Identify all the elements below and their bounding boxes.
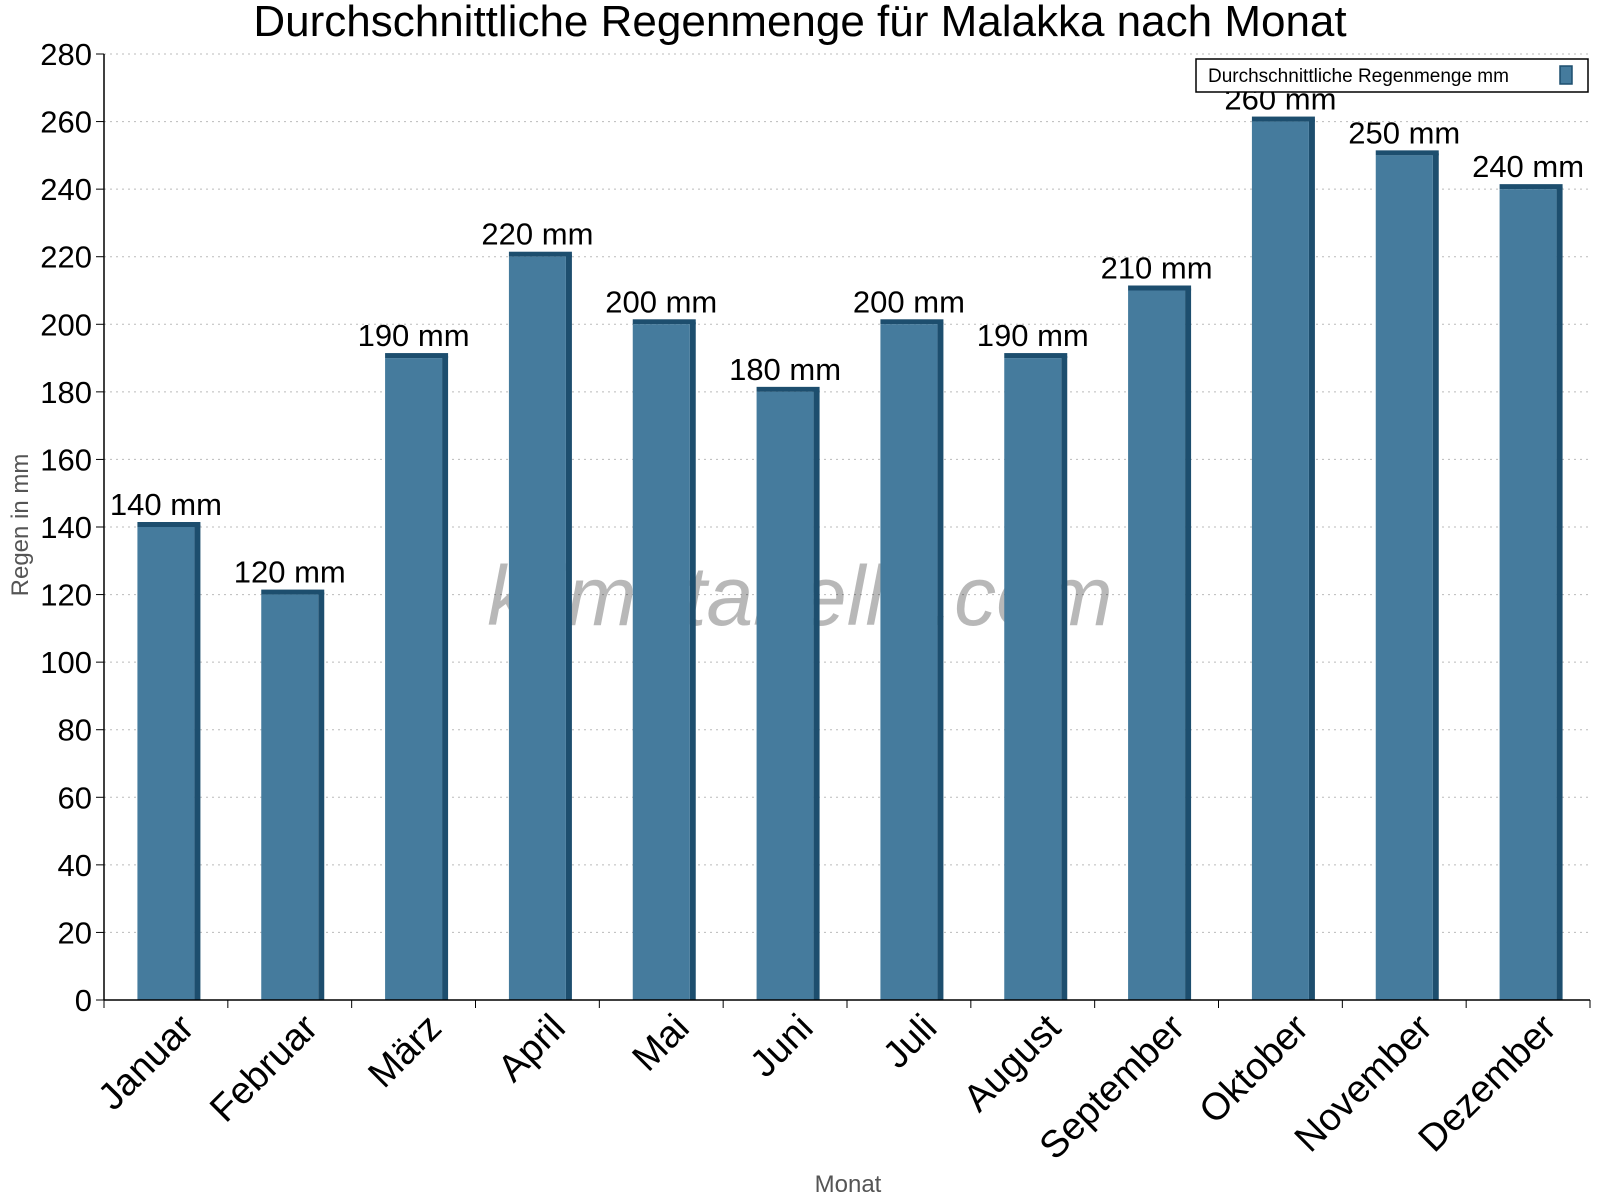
bar-side	[1557, 187, 1563, 1000]
bar-value-label: 180 mm	[729, 352, 841, 387]
y-tick-label: 40	[58, 848, 92, 883]
bar	[1128, 291, 1185, 1001]
bar-side	[442, 356, 448, 1000]
y-tick-label: 280	[40, 37, 92, 72]
bar-top	[880, 319, 943, 324]
bar	[757, 392, 814, 1000]
bar	[137, 527, 194, 1000]
chart-title: Durchschnittliche Regenmenge für Malakka…	[253, 0, 1346, 46]
x-tick-label: März	[361, 1007, 450, 1096]
x-tick-label: Juli	[875, 1007, 945, 1077]
bar-top	[757, 387, 820, 392]
y-tick-label: 60	[58, 780, 92, 815]
x-tick-label: Oktober	[1192, 1006, 1318, 1132]
bar-value-label: 210 mm	[1101, 251, 1213, 286]
x-tick-label: Mai	[625, 1007, 698, 1080]
y-tick-label: 220	[40, 240, 92, 275]
y-tick-label: 120	[40, 578, 92, 613]
bar-value-label: 190 mm	[358, 318, 470, 353]
bar-value-label: 120 mm	[234, 555, 346, 590]
y-axis-label: Regen in mm	[7, 454, 34, 597]
bar-top	[1376, 150, 1439, 155]
bar	[633, 324, 690, 1000]
x-tick-label: Dezember	[1411, 1006, 1565, 1160]
bar	[1004, 358, 1061, 1000]
y-tick-label: 160	[40, 442, 92, 477]
legend-swatch	[1560, 66, 1572, 84]
bar-top	[385, 353, 448, 358]
bar	[261, 595, 318, 1000]
bar-value-label: 240 mm	[1472, 149, 1584, 184]
legend: Durchschnittliche Regenmenge mm	[1196, 59, 1588, 92]
data-labels: 140 mm 120 mm 190 mm 220 mm 200 mm 180 mm 200 …	[110, 82, 1584, 590]
bar-top	[1004, 353, 1067, 358]
grid-lines	[104, 54, 1590, 932]
bar	[509, 257, 566, 1000]
x-tick-label: Juni	[742, 1007, 821, 1086]
bar-side	[937, 322, 943, 1000]
x-axis-ticks: Januar Februar März April Mai Juni Juli AugustS…	[90, 1000, 1590, 1168]
bar-side	[1185, 289, 1191, 1001]
x-tick-label: August	[956, 1006, 1070, 1120]
bar-value-label: 200 mm	[605, 284, 717, 319]
y-tick-label: 140	[40, 510, 92, 545]
y-tick-label: 180	[40, 375, 92, 410]
y-tick-label: 0	[75, 983, 92, 1018]
bar-top	[1252, 117, 1315, 122]
y-tick-label: 240	[40, 172, 92, 207]
x-tick-label: Februar	[202, 1006, 326, 1130]
bar-value-label: 250 mm	[1348, 115, 1460, 150]
x-tick-label: April	[490, 1007, 573, 1090]
bar-top	[261, 590, 324, 595]
bar-side	[814, 390, 820, 1000]
bar	[1252, 122, 1309, 1000]
y-tick-label: 100	[40, 645, 92, 680]
bar	[1376, 155, 1433, 1000]
bar-side	[566, 255, 572, 1000]
y-tick-label: 200	[40, 307, 92, 342]
bar-side	[1433, 153, 1439, 1000]
y-tick-label: 20	[58, 915, 92, 950]
x-axis-label: Monat	[815, 1171, 882, 1198]
y-axis-ticks: 0 20 40 60 80 100 120 140 160 180 200 220 240 260 280	[40, 37, 104, 1018]
bar	[385, 358, 442, 1000]
bar-top	[1500, 184, 1563, 189]
bar-top	[137, 522, 200, 527]
bar-side	[194, 525, 200, 1000]
bar	[1500, 189, 1557, 1000]
y-tick-label: 260	[40, 105, 92, 140]
bar-value-label: 190 mm	[977, 318, 1089, 353]
bar-side	[690, 322, 696, 1000]
bar-side	[318, 593, 324, 1000]
bar-side	[1061, 356, 1067, 1000]
legend-label: Durchschnittliche Regenmenge mm	[1208, 66, 1509, 87]
x-tick-label: Januar	[90, 1006, 202, 1118]
y-tick-label: 80	[58, 713, 92, 748]
bar-value-label: 220 mm	[481, 217, 593, 252]
bar	[880, 324, 937, 1000]
bar-top	[509, 252, 572, 257]
bar-value-label: 140 mm	[110, 487, 222, 522]
bar-top	[1128, 286, 1191, 291]
bar-side	[1309, 120, 1315, 1000]
bar-value-label: 200 mm	[853, 284, 965, 319]
bar-top	[633, 319, 696, 324]
